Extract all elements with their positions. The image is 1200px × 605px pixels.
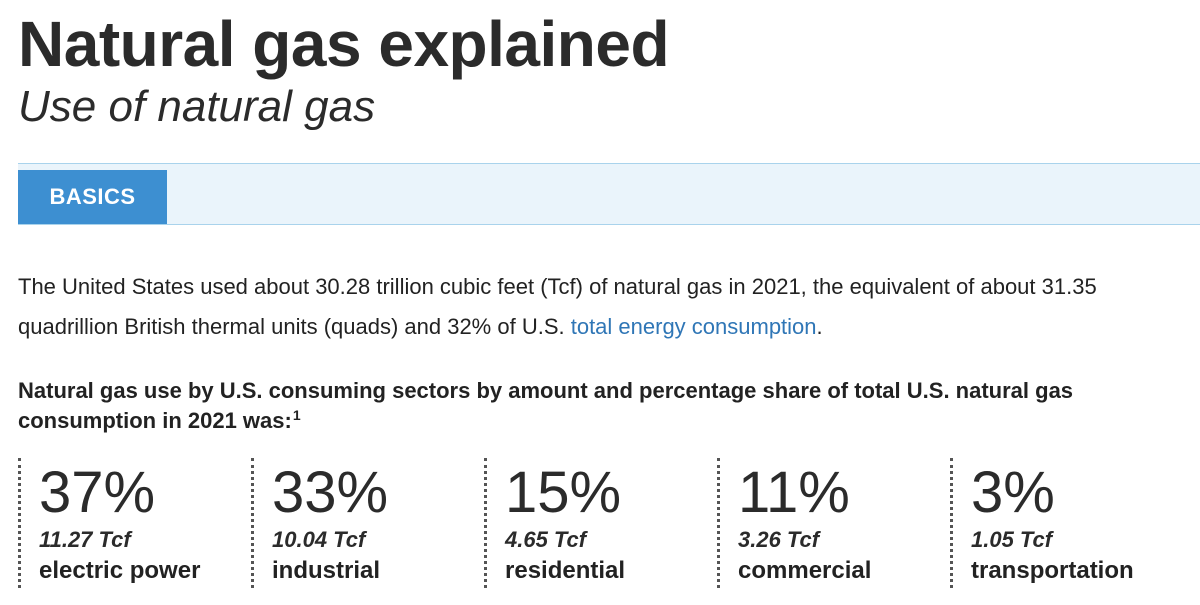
intro-paragraph: The United States used about 30.28 trill… bbox=[18, 267, 1194, 347]
sector-stat-residential: 15% 4.65 Tcf residential bbox=[484, 458, 717, 588]
footnote-marker[interactable]: 1 bbox=[292, 407, 301, 423]
sector-name: electric power bbox=[39, 557, 201, 584]
sector-percent: 37% bbox=[39, 460, 156, 525]
intro-text-end: . bbox=[816, 314, 823, 339]
sector-stat-commercial: 11% 3.26 Tcf commercial bbox=[717, 458, 950, 588]
sector-percent: 15% bbox=[505, 460, 622, 525]
sector-stat-electric-power: 37% 11.27 Tcf electric power bbox=[18, 458, 251, 588]
section-tab-bar: BASICS bbox=[18, 163, 1200, 225]
sector-amount: 10.04 Tcf bbox=[272, 527, 366, 552]
sector-name: residential bbox=[505, 557, 626, 584]
page-subtitle: Use of natural gas bbox=[18, 82, 376, 131]
sector-amount: 11.27 Tcf bbox=[39, 527, 131, 552]
sector-name: industrial bbox=[272, 557, 381, 584]
sector-amount: 3.26 Tcf bbox=[738, 527, 820, 552]
total-energy-consumption-link[interactable]: total energy consumption bbox=[570, 314, 817, 339]
sector-name: transportation bbox=[971, 557, 1134, 584]
sector-percent: 33% bbox=[272, 460, 389, 525]
intro-text: The United States used about 30.28 trill… bbox=[18, 274, 1097, 339]
sector-stat-transportation: 3% 1.05 Tcf transportation bbox=[950, 458, 1190, 588]
sector-lead-text: Natural gas use by U.S. consuming sector… bbox=[18, 376, 1194, 436]
sector-lead-sentence: Natural gas use by U.S. consuming sector… bbox=[18, 378, 1074, 433]
tab-basics[interactable]: BASICS bbox=[18, 170, 167, 224]
sector-amount: 1.05 Tcf bbox=[971, 527, 1053, 552]
sector-amount: 4.65 Tcf bbox=[505, 527, 587, 552]
page-title: Natural gas explained bbox=[18, 8, 670, 80]
sector-percent: 3% bbox=[971, 460, 1055, 525]
sector-percent: 11% bbox=[738, 460, 850, 525]
sector-stat-industrial: 33% 10.04 Tcf industrial bbox=[251, 458, 484, 588]
sector-name: commercial bbox=[738, 557, 872, 584]
sector-stats: 37% 11.27 Tcf electric power 33% 10.04 T… bbox=[18, 458, 1200, 588]
